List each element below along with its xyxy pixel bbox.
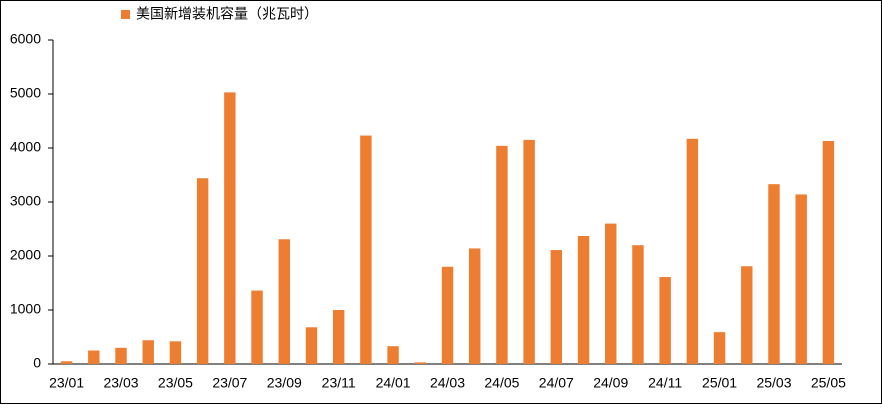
x-tick-label: 25/01: [702, 375, 737, 391]
bar: [251, 290, 263, 364]
bar: [468, 248, 481, 364]
legend-label: 美国新增装机容量（兆瓦时）: [136, 6, 318, 22]
bar: [88, 350, 100, 364]
x-tick-label: 24/07: [539, 375, 574, 391]
x-tick-label: 24/09: [593, 375, 628, 391]
x-tick-label: 25/05: [811, 375, 846, 391]
x-tick-label: 23/09: [267, 375, 302, 391]
bar: [713, 332, 726, 364]
bar: [142, 340, 154, 364]
x-tick-label: 23/05: [158, 375, 193, 391]
bar: [169, 341, 182, 364]
x-tick-label: 23/01: [49, 375, 84, 391]
x-tick-label: 25/03: [756, 375, 791, 391]
bar: [196, 178, 209, 364]
legend-swatch: [121, 10, 130, 19]
x-tick-label: 24/11: [648, 375, 682, 391]
bar: [550, 250, 563, 364]
bar: [822, 140, 835, 364]
bar: [632, 245, 644, 364]
bar: [332, 310, 345, 364]
bar: [305, 327, 318, 364]
bar: [686, 138, 699, 364]
y-tick-label: 3000: [10, 193, 41, 209]
y-tick-label: 4000: [10, 139, 41, 155]
x-tick-label: 23/11: [322, 375, 356, 391]
bar: [60, 361, 73, 364]
x-tick-label: 23/03: [103, 375, 138, 391]
bar: [115, 347, 127, 364]
y-tick-label: 6000: [10, 31, 41, 47]
bar: [741, 266, 753, 364]
x-tick-label: 24/01: [376, 375, 411, 391]
bar: [441, 266, 454, 364]
bar: [605, 223, 617, 364]
bar: [224, 92, 236, 364]
bar: [278, 239, 290, 364]
y-tick-label: 2000: [10, 247, 41, 263]
bar: [414, 362, 427, 364]
bar: [387, 346, 399, 364]
bar: [360, 135, 372, 364]
y-tick-label: 5000: [10, 85, 41, 101]
bar: [659, 277, 671, 364]
bar: [496, 145, 508, 364]
bar: [577, 236, 590, 364]
x-tick-label: 24/03: [430, 375, 465, 391]
bar: [523, 139, 535, 364]
y-tick-label: 0: [33, 355, 41, 371]
x-tick-label: 23/07: [212, 375, 247, 391]
bar: [795, 194, 807, 364]
x-tick-label: 24/05: [484, 375, 519, 391]
y-tick-label: 1000: [10, 301, 41, 317]
bar: [768, 184, 780, 364]
